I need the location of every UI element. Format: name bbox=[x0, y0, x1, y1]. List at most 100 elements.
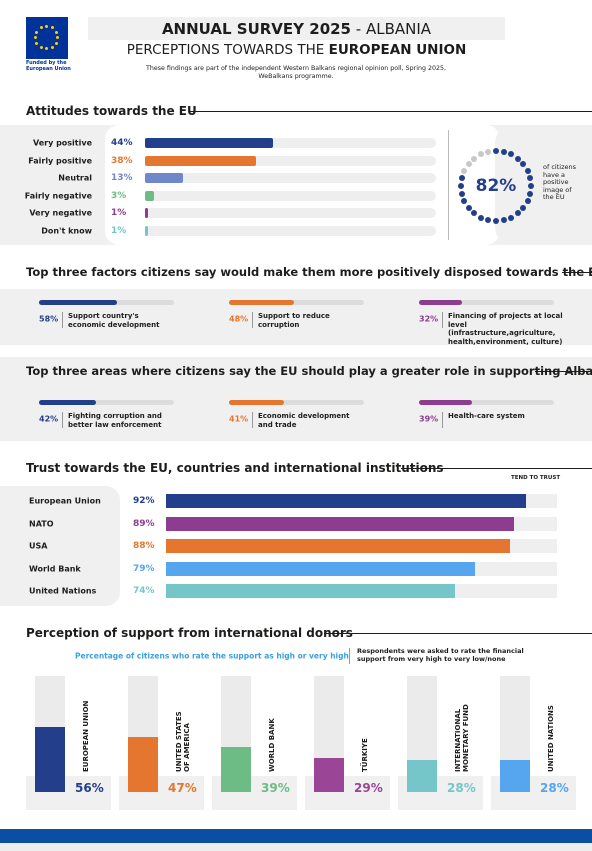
value-label: 39% bbox=[261, 781, 290, 795]
bar bbox=[166, 584, 456, 599]
section-rule bbox=[190, 111, 592, 112]
value-label: 89% bbox=[133, 518, 155, 529]
panel bbox=[0, 357, 592, 441]
title-band bbox=[88, 17, 505, 40]
donor-name-line: TÜRKIYE bbox=[361, 738, 369, 772]
ring-dot bbox=[471, 210, 478, 217]
value-label: 88% bbox=[133, 541, 155, 552]
bar-track bbox=[35, 676, 65, 792]
value-label: 38% bbox=[111, 155, 133, 166]
row-label: Very negative bbox=[29, 208, 92, 218]
item-divider bbox=[62, 412, 63, 428]
flag-star bbox=[35, 30, 39, 34]
bar bbox=[39, 400, 96, 405]
ring-dot bbox=[458, 183, 464, 189]
ring-dot bbox=[458, 175, 465, 182]
item-divider bbox=[62, 312, 63, 328]
ring-dot bbox=[500, 217, 507, 224]
bar bbox=[229, 300, 294, 305]
bar-track bbox=[145, 138, 436, 148]
value-label: 1% bbox=[111, 208, 127, 218]
bar bbox=[221, 746, 251, 792]
donor-name-line: WORLD BANK bbox=[268, 718, 276, 772]
bar-track bbox=[407, 676, 437, 792]
bar bbox=[145, 190, 154, 201]
section-rule bbox=[535, 371, 592, 372]
bar-track bbox=[419, 300, 554, 305]
ring-dot bbox=[477, 151, 484, 158]
bar bbox=[128, 737, 158, 792]
bar bbox=[145, 155, 256, 166]
donor-name: UNITED NATIONS bbox=[547, 676, 555, 772]
title-suffix: - ALBANIA bbox=[355, 20, 432, 38]
flag-star bbox=[50, 26, 54, 30]
title-main: ANNUAL SURVEY 2025 bbox=[161, 20, 351, 38]
row-label: Very positive bbox=[32, 138, 92, 148]
footer-base bbox=[0, 843, 592, 851]
bar bbox=[166, 539, 511, 554]
row-label: Don't know bbox=[41, 226, 92, 235]
percent-ring bbox=[456, 146, 536, 226]
flag-star bbox=[35, 41, 39, 45]
section-title: Attitudes towards the EU bbox=[26, 104, 197, 118]
bar-track bbox=[145, 173, 436, 183]
ring-dot bbox=[458, 190, 465, 197]
bar bbox=[145, 225, 148, 236]
row-label: Neutral bbox=[58, 173, 92, 183]
bar-track bbox=[166, 494, 557, 508]
item-label: Support country's economic development bbox=[68, 312, 160, 329]
footer-band bbox=[0, 829, 592, 843]
flag-star bbox=[45, 25, 48, 28]
item-label: Support to reduce corruption bbox=[258, 312, 330, 329]
bar-track bbox=[229, 300, 364, 305]
ring-dot bbox=[508, 151, 515, 158]
value-label: 13% bbox=[111, 173, 133, 183]
bar-track bbox=[166, 561, 557, 576]
panel bbox=[0, 289, 592, 345]
item-label: Fighting corruption and better law enfor… bbox=[68, 412, 162, 429]
ring-dot bbox=[528, 183, 534, 189]
ring-dot bbox=[524, 198, 531, 205]
section-rule bbox=[401, 468, 592, 469]
value-label: 47% bbox=[168, 781, 197, 795]
bar-track bbox=[145, 208, 436, 218]
bar-track bbox=[128, 676, 158, 792]
ring-dot bbox=[493, 148, 499, 154]
panel bbox=[0, 486, 120, 606]
value-label: 29% bbox=[354, 781, 383, 795]
bar-track bbox=[500, 676, 530, 792]
bar-track bbox=[229, 400, 364, 405]
bar-track bbox=[419, 400, 554, 405]
bar bbox=[145, 208, 148, 218]
donors-note: Respondents were asked to rate the finan… bbox=[357, 647, 524, 663]
divider bbox=[448, 130, 449, 240]
ring-dot bbox=[500, 148, 507, 155]
ring-dot bbox=[471, 155, 478, 162]
title: ANNUAL SURVEY 2025 - ALBANIA bbox=[88, 20, 505, 38]
item-label: Health-care system bbox=[448, 412, 525, 420]
ring-dot bbox=[514, 210, 521, 217]
section-title: Trust towards the EU, countries and inte… bbox=[26, 461, 444, 475]
ring-dot bbox=[485, 148, 492, 155]
value-label: 42% bbox=[39, 414, 59, 424]
donor-name-line: EUROPEAN UNION bbox=[82, 700, 90, 772]
value-label: 92% bbox=[133, 496, 155, 506]
note-divider bbox=[349, 648, 350, 664]
row-label: NATO bbox=[29, 519, 54, 529]
ring-dot bbox=[461, 198, 468, 205]
flag-star bbox=[56, 36, 59, 39]
eu-flag bbox=[26, 17, 68, 59]
bar bbox=[419, 300, 463, 305]
ring-dot bbox=[520, 204, 527, 211]
value-label: 48% bbox=[229, 314, 249, 324]
bar bbox=[229, 400, 285, 405]
value-label: 32% bbox=[419, 314, 439, 324]
ring-dot bbox=[465, 161, 472, 168]
flag-star bbox=[54, 30, 58, 34]
highlight-value: 82% bbox=[475, 176, 517, 196]
value-label: 3% bbox=[111, 190, 127, 201]
bar-track bbox=[221, 676, 251, 792]
subtitle: PERCEPTIONS TOWARDS THE EUROPEAN UNION bbox=[88, 42, 505, 59]
value-label: 58% bbox=[39, 314, 59, 324]
bar-track bbox=[166, 584, 557, 599]
